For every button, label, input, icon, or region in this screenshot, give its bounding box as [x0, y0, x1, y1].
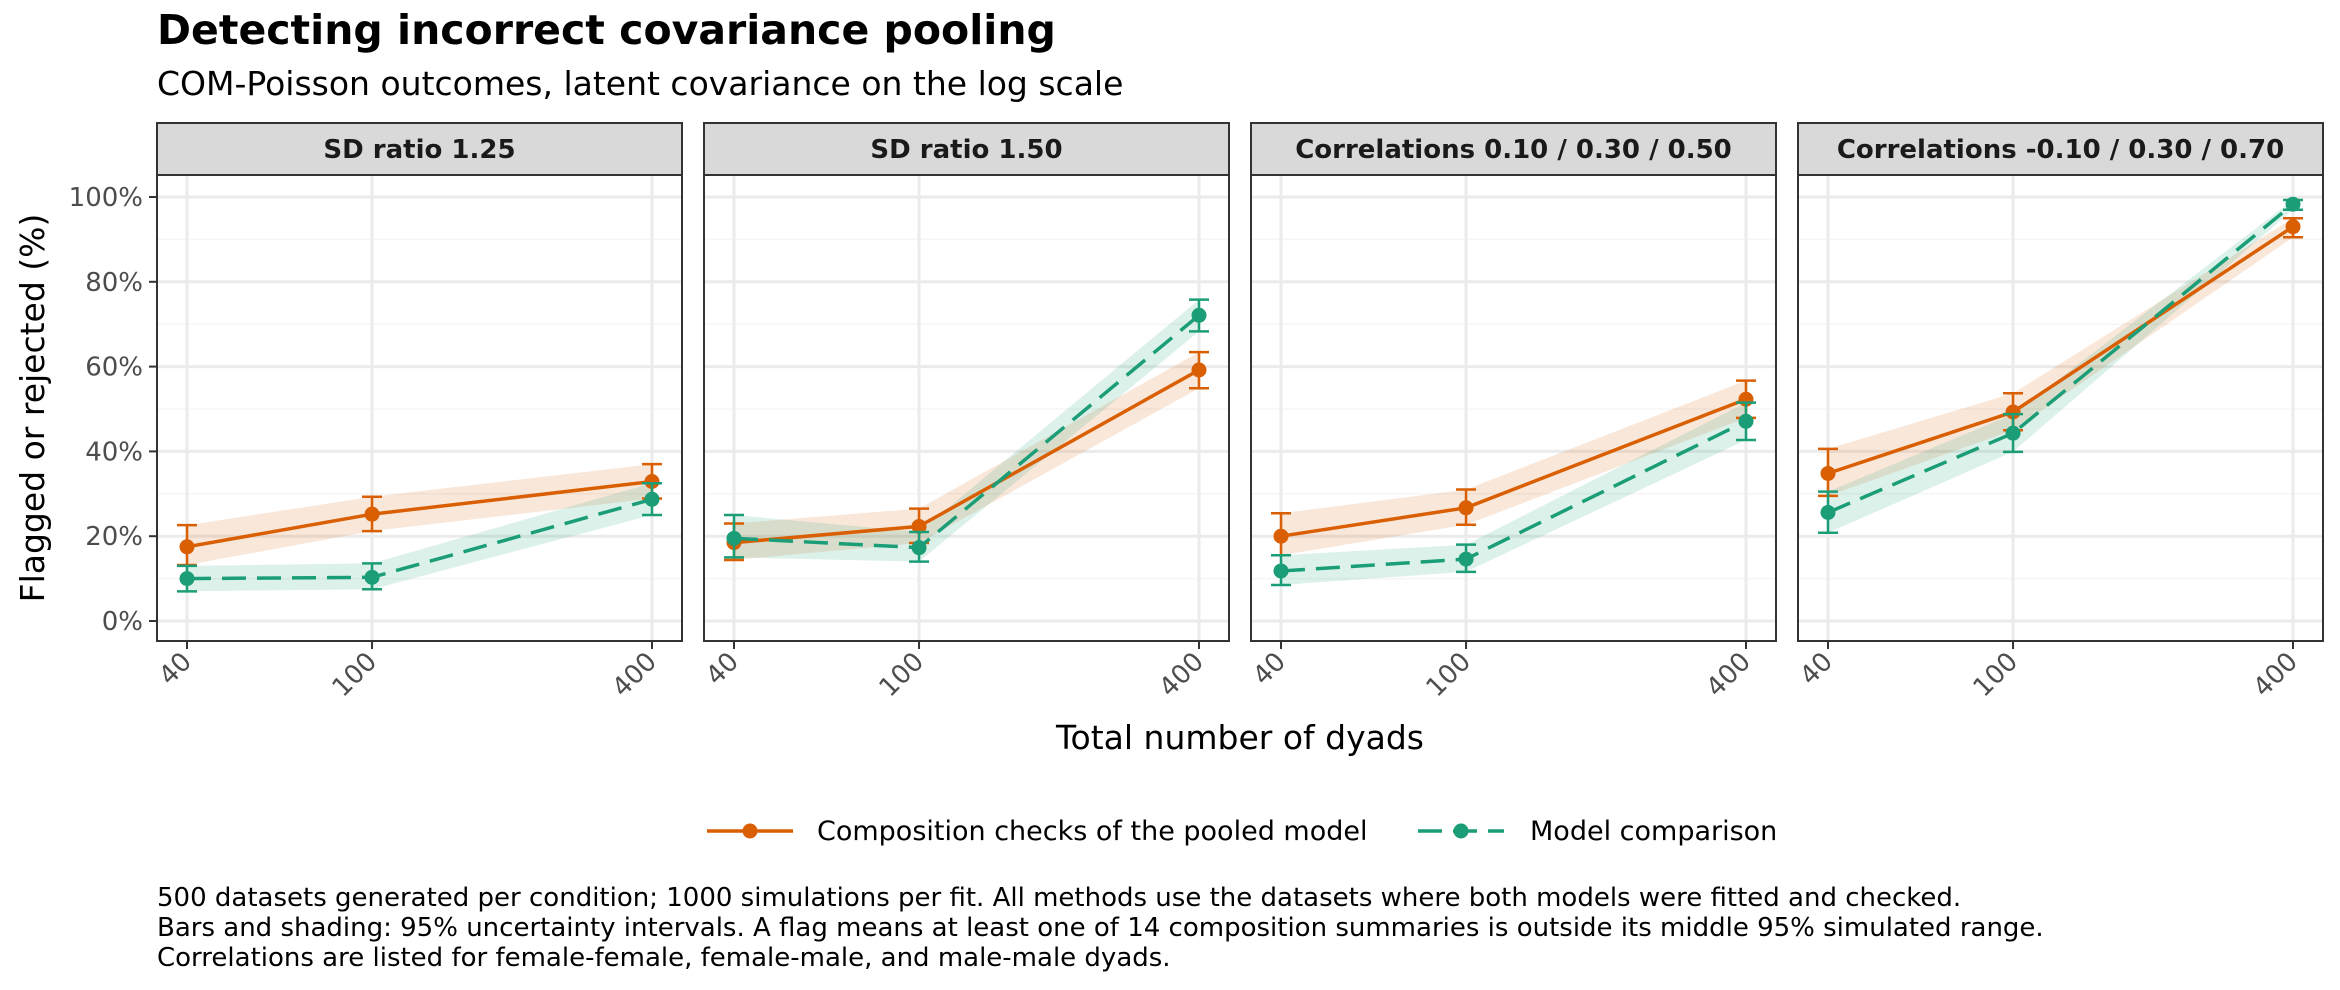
panel-border	[1250, 174, 1777, 642]
x-axis-title: Total number of dyads	[1055, 718, 1424, 757]
legend-item: Model comparison	[1418, 816, 1777, 847]
panel-border	[703, 174, 1230, 642]
legend: Composition checks of the pooled model Mo…	[707, 816, 1777, 847]
faceted-line-chart: SD ratio 1.25 40 100 400 SD ratio 1.50 40 100 4…	[13, 122, 2324, 847]
composition-point	[1820, 465, 1836, 481]
composition-ribbon	[1281, 380, 1746, 556]
x-tick-label: 40	[1247, 647, 1292, 692]
y-tick-label: 0%	[102, 607, 143, 637]
x-tick-label: 400	[1701, 647, 1757, 703]
comparison-point	[1191, 307, 1207, 323]
composition-point	[364, 506, 380, 522]
comparison-point	[2005, 425, 2021, 441]
facet-panel: Correlations 0.10 / 0.30 / 0.50 40 100 400	[1247, 122, 1777, 703]
comparison-point	[644, 491, 660, 507]
x-tick-label: 100	[327, 647, 383, 703]
x-tick-label: 100	[874, 647, 930, 703]
x-tick-label: 40	[700, 647, 745, 692]
y-tick-label: 60%	[85, 353, 143, 383]
plot-area	[704, 175, 1229, 641]
comparison-point	[1273, 563, 1289, 579]
x-tick-label: 100	[1968, 647, 2024, 703]
caption: 500 datasets generated per condition; 10…	[157, 883, 2044, 973]
y-tick-label: 20%	[85, 522, 143, 552]
legend-label: Composition checks of the pooled model	[817, 816, 1367, 847]
facet-panel: SD ratio 1.25 40 100 400	[153, 122, 683, 703]
comparison-point	[1738, 413, 1754, 429]
x-tick-label: 40	[1794, 647, 1839, 692]
legend-key-point	[742, 823, 758, 839]
y-tick-label: 40%	[85, 437, 143, 467]
composition-point	[1458, 500, 1474, 516]
composition-point	[2285, 219, 2301, 235]
legend-label: Model comparison	[1530, 816, 1777, 847]
comparison-point	[2285, 196, 2301, 212]
caption-line: Correlations are listed for female-femal…	[157, 943, 1171, 973]
facet-strip	[703, 122, 1230, 176]
composition-point	[1191, 362, 1207, 378]
plot-area	[157, 175, 682, 641]
facet-panel: SD ratio 1.50 40 100 400	[700, 122, 1230, 703]
caption-line: 500 datasets generated per condition; 10…	[157, 883, 1962, 913]
composition-point	[911, 518, 927, 534]
facet-label: SD ratio 1.50	[870, 135, 1062, 165]
comparison-ribbon	[187, 483, 652, 592]
comparison-point	[364, 569, 380, 585]
x-tick-label: 100	[1421, 647, 1477, 703]
legend-key-point	[1453, 823, 1469, 839]
facet-strip	[1250, 122, 1777, 176]
comparison-point	[1820, 504, 1836, 520]
composition-point	[1273, 528, 1289, 544]
comparison-point	[179, 571, 195, 587]
plot-area	[1798, 175, 2323, 641]
composition-point	[179, 539, 195, 555]
x-tick-label: 40	[153, 647, 198, 692]
x-tick-label: 400	[607, 647, 663, 703]
facet-panel: Correlations -0.10 / 0.30 / 0.70 40 100 400	[1794, 122, 2324, 703]
comparison-point	[726, 530, 742, 546]
plot-area	[1251, 175, 1776, 641]
x-tick-label: 400	[2248, 647, 2304, 703]
panel-border	[156, 174, 683, 642]
composition-point	[644, 474, 660, 490]
facet-label: Correlations 0.10 / 0.30 / 0.50	[1295, 135, 1732, 165]
facet-strip	[1797, 122, 2324, 176]
y-tick-label: 100%	[69, 183, 143, 213]
y-tick-label: 80%	[85, 268, 143, 298]
facet-label: SD ratio 1.25	[323, 135, 515, 165]
comparison-ribbon	[1828, 200, 2293, 533]
composition-ribbon	[1828, 218, 2293, 496]
comparison-point	[911, 540, 927, 556]
legend-item: Composition checks of the pooled model	[707, 816, 1367, 847]
comparison-point	[1458, 551, 1474, 567]
facet-label: Correlations -0.10 / 0.30 / 0.70	[1837, 135, 2284, 165]
composition-ribbon	[187, 464, 652, 565]
caption-line: Bars and shading: 95% uncertainty interv…	[157, 913, 2044, 943]
y-axis-title: Flagged or rejected (%)	[13, 214, 52, 603]
composition-point	[2005, 404, 2021, 420]
panel-border	[1797, 174, 2324, 642]
chart-subtitle: COM-Poisson outcomes, latent covariance …	[157, 64, 1124, 103]
comparison-line	[1827, 202, 2295, 515]
x-tick-label: 400	[1154, 647, 1210, 703]
chart-title: Detecting incorrect covariance pooling	[157, 6, 1056, 54]
